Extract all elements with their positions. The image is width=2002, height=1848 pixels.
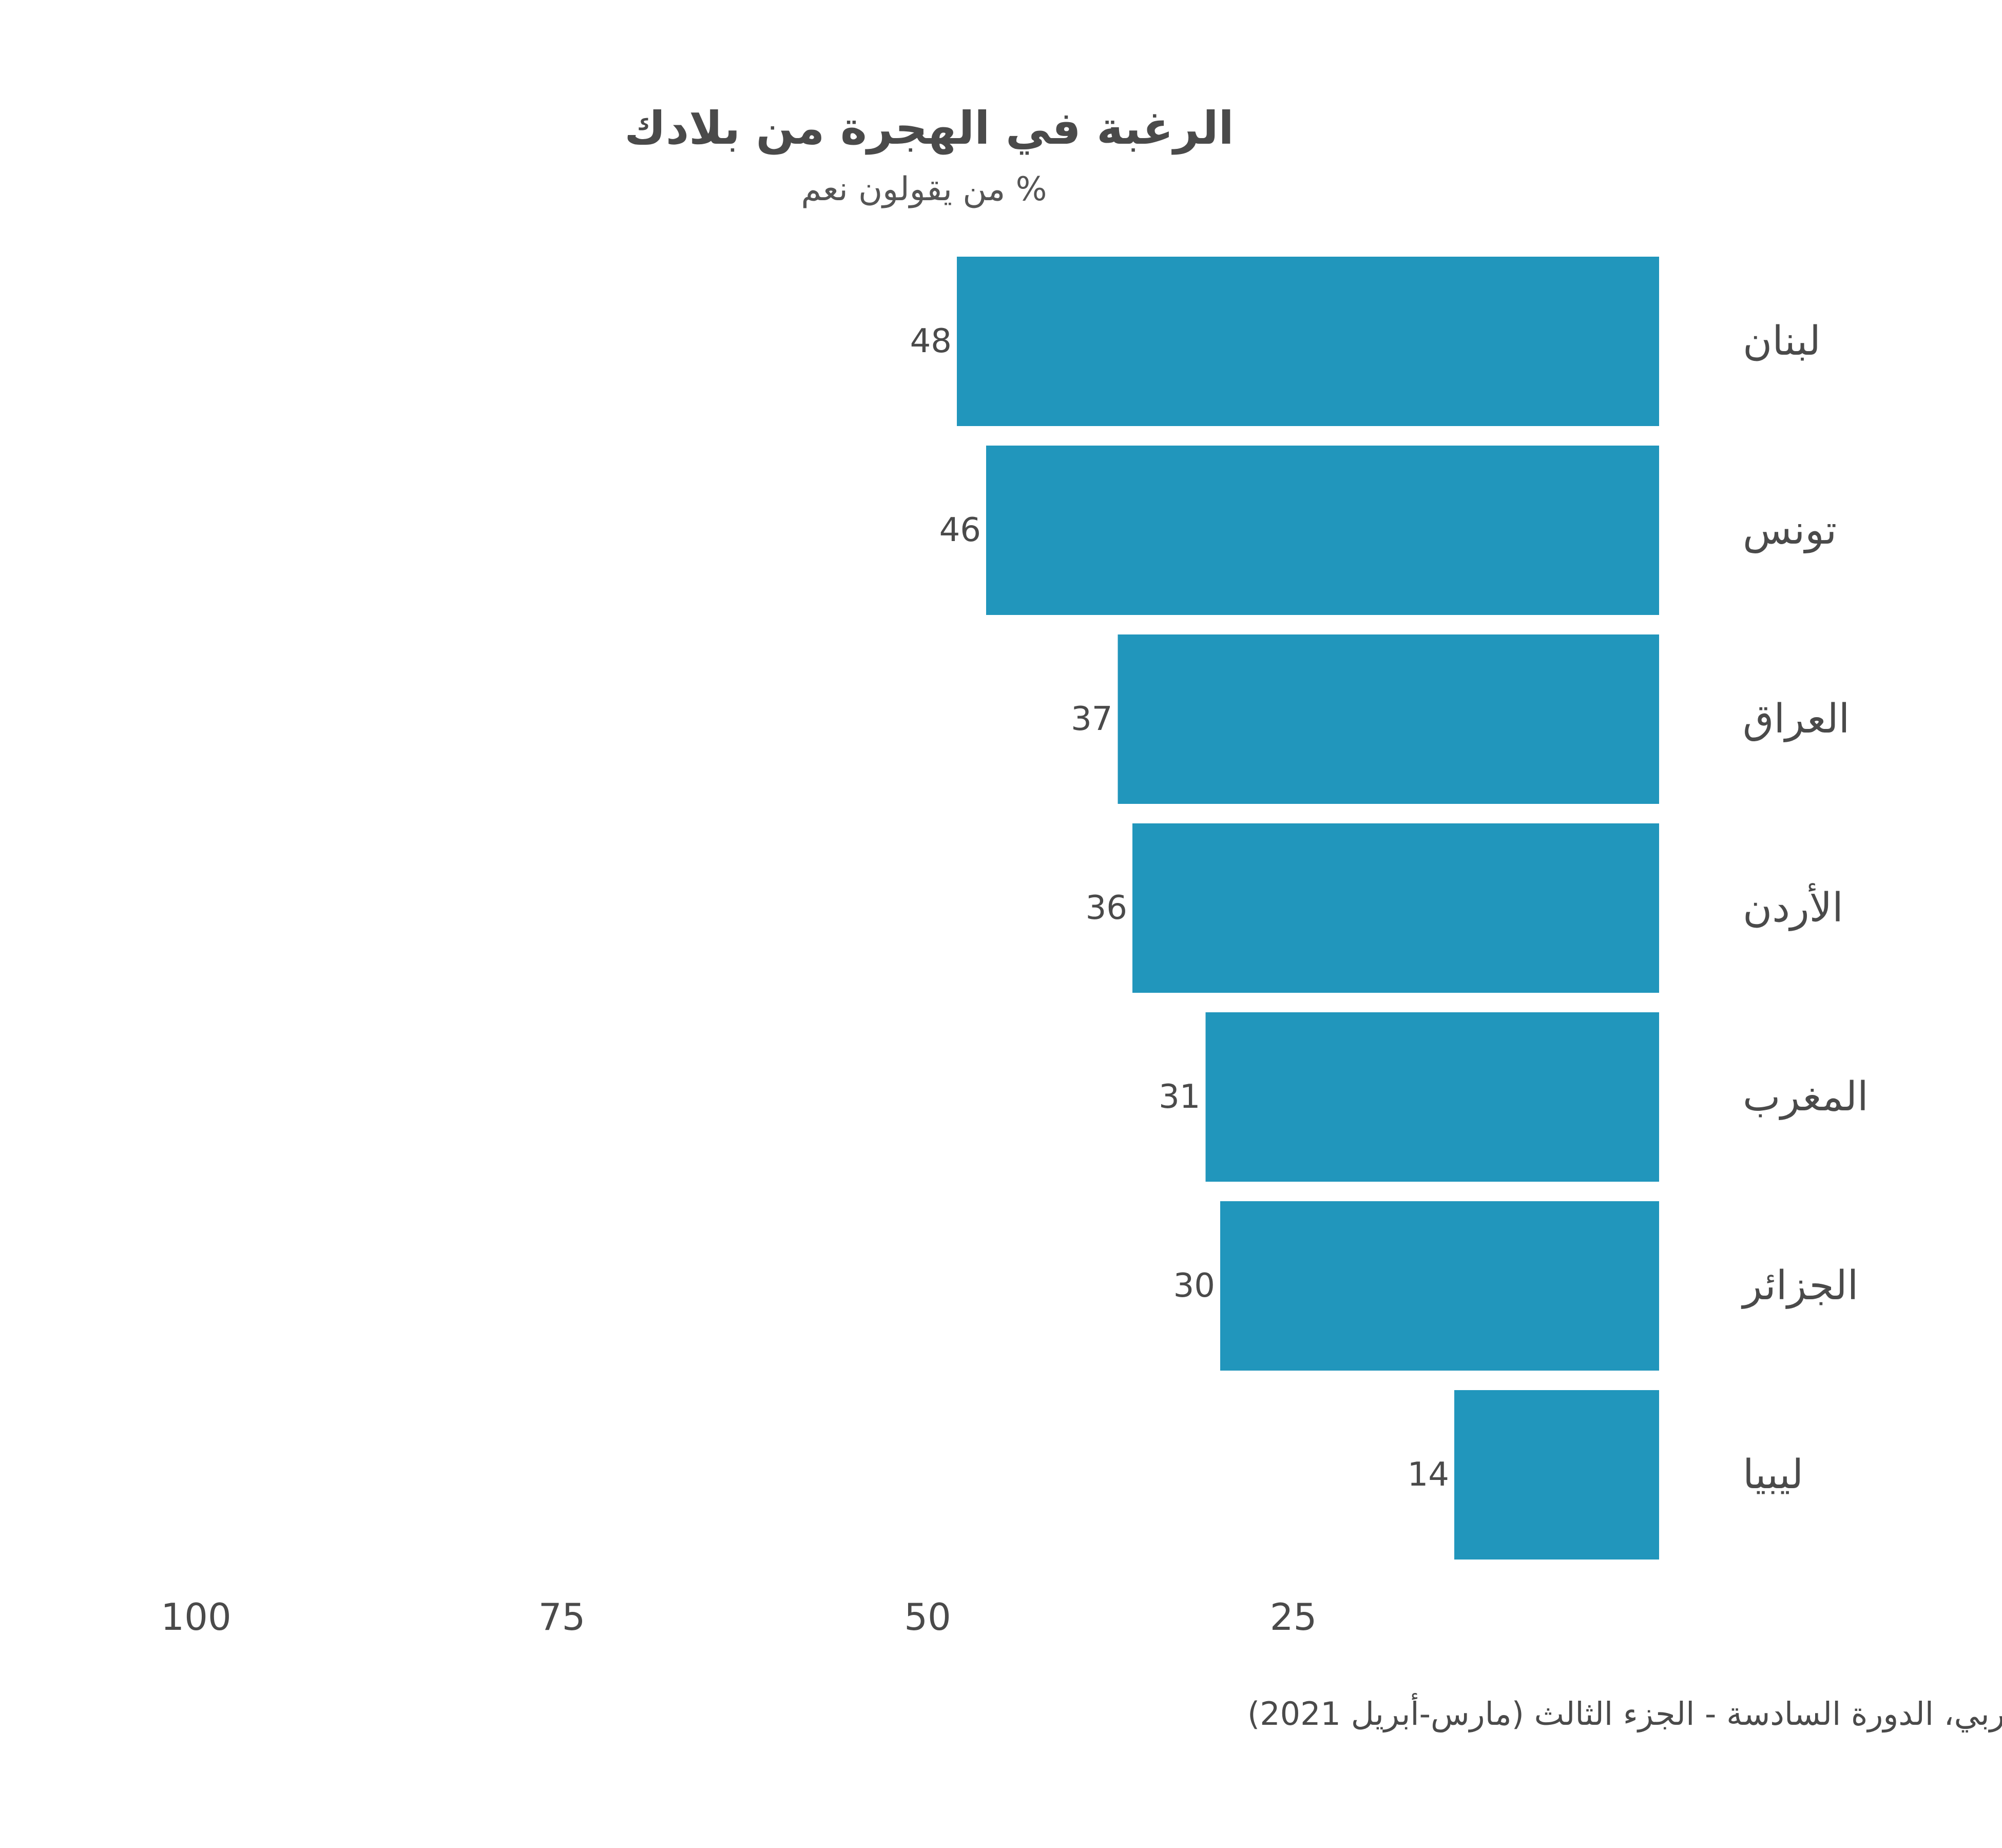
bar <box>1132 823 1659 993</box>
bar-value-label: 31 <box>1159 1078 1200 1116</box>
bar-value-label: 48 <box>910 322 952 360</box>
bar <box>1118 634 1659 804</box>
source-note: الباروميتر العربي، الدورة السادسة - الجز… <box>1247 1693 2002 1732</box>
bar-value-label: 36 <box>1086 889 1127 927</box>
bar <box>1220 1201 1659 1371</box>
bar <box>1454 1390 1659 1560</box>
bar-value-label: 37 <box>1071 700 1112 738</box>
category-label: الأردن <box>1743 883 1843 931</box>
chart-subtitle: % من يقولون نعم <box>801 170 1047 208</box>
bar-value-label: 14 <box>1408 1456 1449 1494</box>
category-label: لبنان <box>1743 318 1821 364</box>
category-label: ليبيا <box>1743 1452 1803 1498</box>
x-tick-label: 75 <box>538 1595 586 1639</box>
category-label: الجزائر <box>1741 1263 1858 1310</box>
x-tick-label: 100 <box>161 1595 231 1639</box>
category-label: المغرب <box>1743 1074 1869 1121</box>
bar <box>986 446 1659 615</box>
chart-title: الرغبة في الهجرة من بلادك <box>624 102 1234 155</box>
bar-value-label: 46 <box>939 511 981 549</box>
category-label: تونس <box>1743 507 1837 554</box>
category-label: العراق <box>1743 696 1850 743</box>
x-axis-ticks: 100 75 50 25 <box>161 1595 1317 1639</box>
x-tick-label: 25 <box>1270 1595 1317 1639</box>
bar <box>957 257 1659 426</box>
bar <box>1205 1012 1659 1182</box>
bar-value-label: 30 <box>1173 1267 1215 1305</box>
bars-group: 48 لبنان 46 تونس 37 العراق 36 الأردن 31 المغرب 30 ا… <box>910 257 1869 1560</box>
x-tick-label: 50 <box>904 1595 951 1639</box>
